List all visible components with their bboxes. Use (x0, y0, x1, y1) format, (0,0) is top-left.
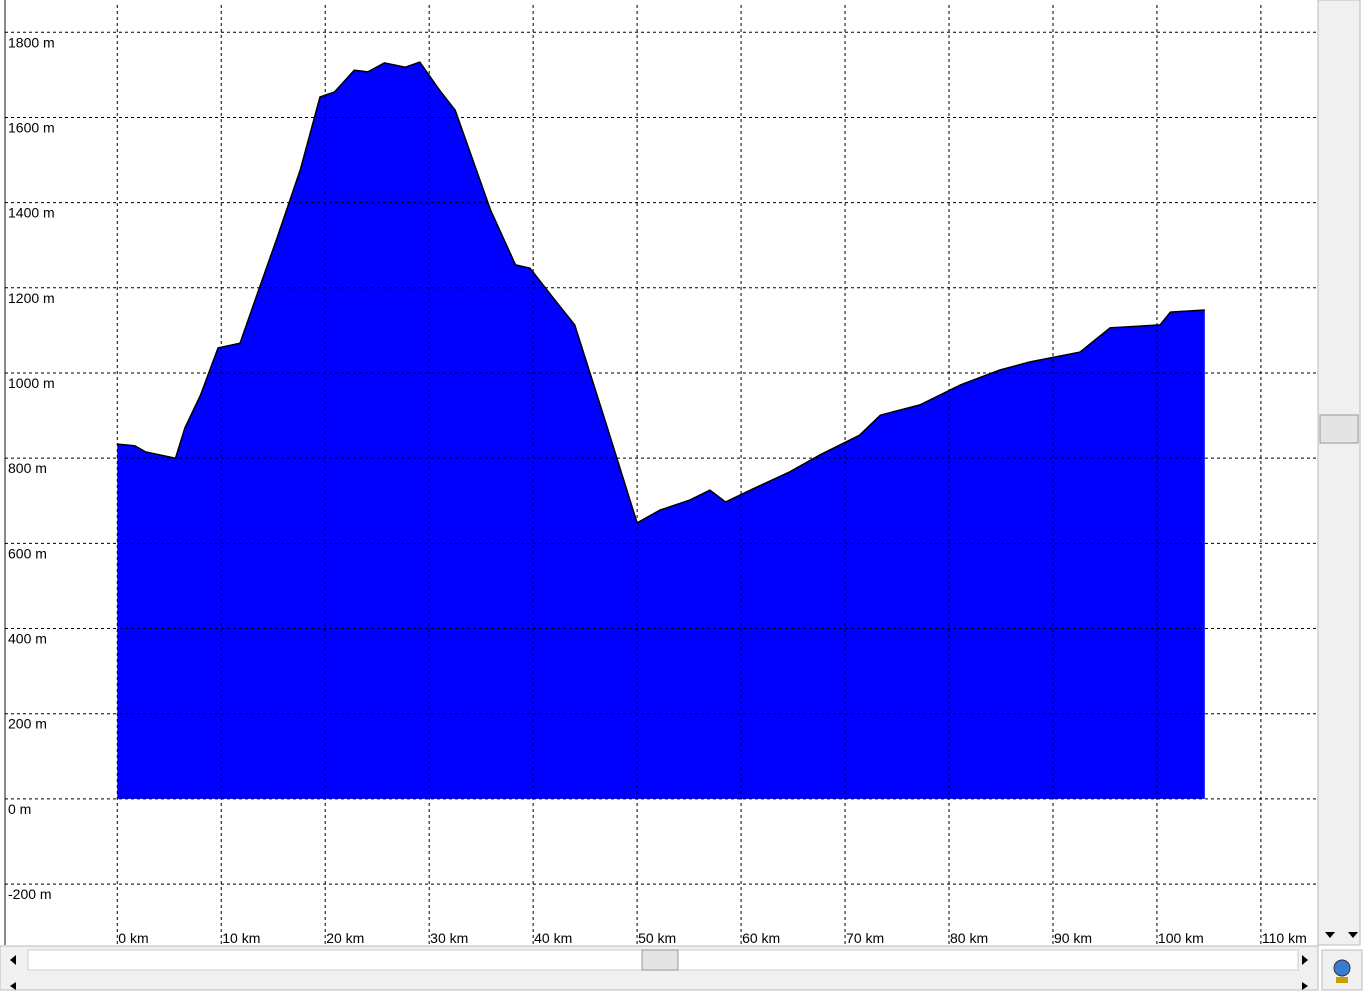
scroll-down-arrow[interactable] (1348, 932, 1358, 938)
y-tick-label: 400 m (8, 631, 47, 647)
scroll-right-arrow[interactable] (1302, 982, 1308, 990)
y-tick-label: -200 m (8, 886, 52, 902)
x-tick-label: 110 km (1262, 930, 1307, 946)
y-tick-label: 200 m (8, 716, 47, 732)
x-tick-label: 40 km (534, 930, 572, 946)
y-tick-label: 800 m (8, 460, 47, 476)
x-tick-label: 90 km (1054, 930, 1092, 946)
y-tick-label: 0 m (8, 801, 31, 817)
x-tick-label: 60 km (742, 930, 780, 946)
y-tick-label: 1000 m (8, 375, 55, 391)
y-tick-label: 1200 m (8, 290, 55, 306)
y-tick-label: 600 m (8, 545, 47, 561)
globe-stand (1336, 977, 1348, 983)
x-tick-label: 50 km (638, 930, 676, 946)
elevation-area (117, 62, 1205, 799)
y-tick-label: 1800 m (8, 34, 55, 50)
plot: -200 m 0 m 200 m 400 m 600 m 800 m 1000 m 1200 … (5, 5, 1316, 946)
x-tick-label: 10 km (222, 930, 260, 946)
vertical-scrollbar[interactable] (1317, 0, 1361, 946)
x-tick-label: 0 km (118, 930, 148, 946)
globe-button[interactable] (1321, 949, 1363, 991)
scroll-right-arrow[interactable] (1302, 955, 1308, 965)
scroll-down-arrow[interactable] (1325, 932, 1335, 938)
globe-icon (1333, 959, 1351, 977)
x-tick-label: 100 km (1158, 930, 1204, 946)
x-tick-label: 80 km (950, 930, 988, 946)
scroll-track (1317, 0, 1361, 946)
horizontal-scrollbar[interactable] (0, 945, 1319, 991)
x-tick-label: 30 km (430, 930, 468, 946)
elevation-outline (117, 61, 1205, 525)
scroll-thumb[interactable] (641, 949, 679, 971)
scroll-thumb[interactable] (1319, 414, 1359, 444)
y-tick-label: 1600 m (8, 119, 55, 135)
x-tick-label: 20 km (326, 930, 364, 946)
x-tick-label: 70 km (846, 930, 884, 946)
scroll-left-arrow[interactable] (10, 982, 16, 990)
scroll-left-arrow[interactable] (10, 955, 16, 965)
y-tick-label: 1400 m (8, 205, 55, 221)
